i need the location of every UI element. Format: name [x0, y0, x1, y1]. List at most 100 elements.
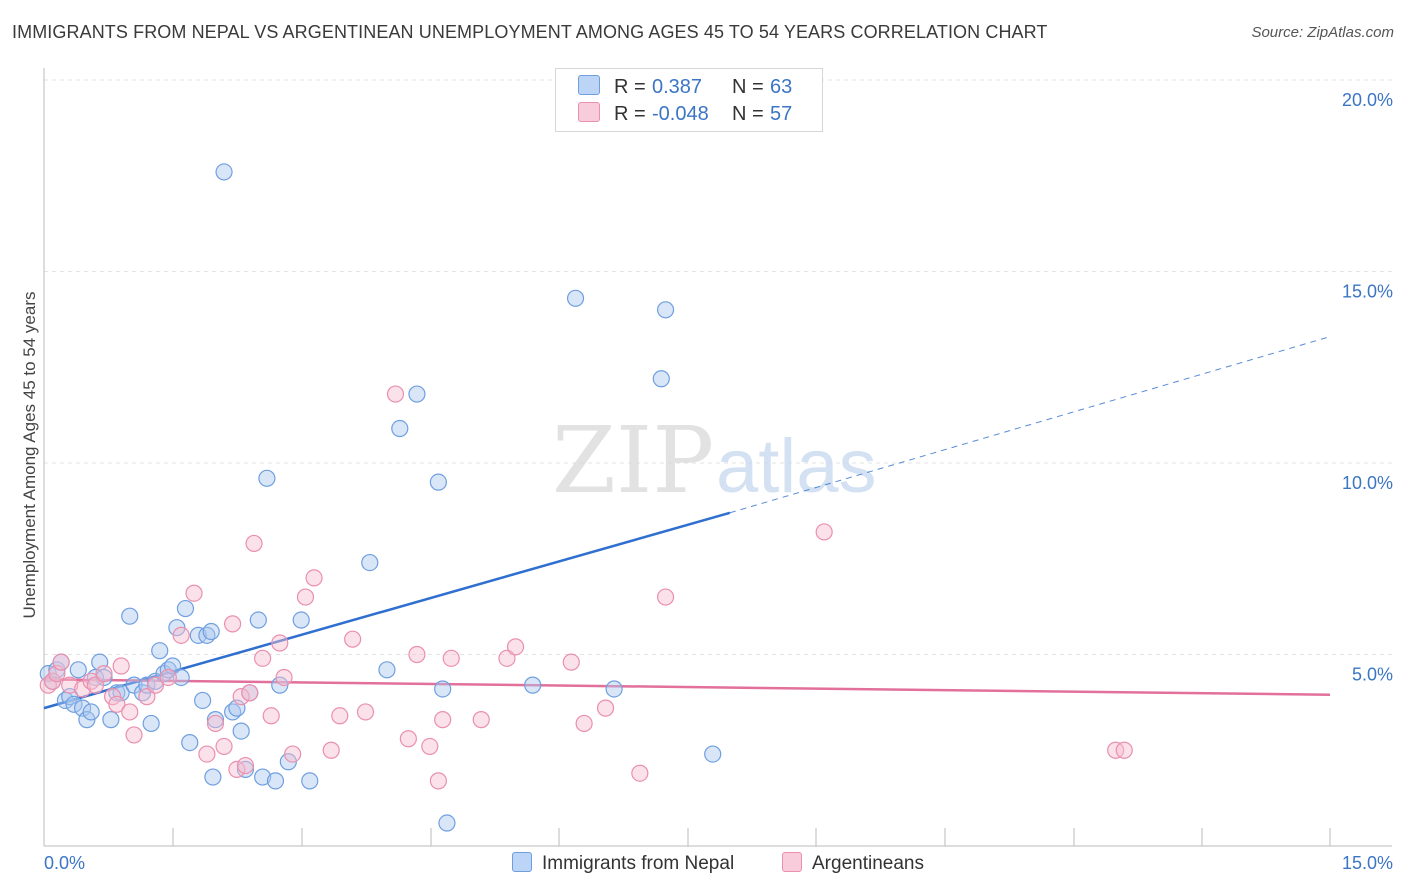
nepal-point: [652, 370, 670, 388]
legend-r-value: -0.048: [652, 103, 709, 125]
nepal-point: [391, 419, 409, 438]
nepal-point: [266, 772, 285, 790]
arg-point: [254, 649, 272, 667]
arg-point: [245, 534, 263, 553]
arg-point: [386, 385, 405, 403]
arg-point: [112, 657, 130, 675]
nepal-point: [566, 289, 585, 307]
arg-point: [331, 707, 349, 725]
arg-point: [434, 711, 452, 729]
arg-point: [421, 737, 439, 756]
arg-point: [224, 615, 242, 633]
arg-point: [399, 730, 417, 748]
watermark-zip: ZIP: [552, 407, 714, 514]
nepal-point: [82, 703, 100, 721]
arg-point: [631, 764, 649, 782]
nepal-point: [172, 668, 190, 687]
arg-legend-label: Argentineans: [812, 853, 924, 874]
arg-point: [159, 668, 177, 687]
arg-point: [656, 588, 675, 606]
nepal-point: [232, 722, 250, 740]
nepal-point: [69, 661, 87, 679]
nepal-point: [656, 301, 675, 319]
chart-title: IMMIGRANTS FROM NEPAL VS ARGENTINEAN UNE…: [12, 22, 1048, 42]
legend-item-arg: Argentineans: [782, 852, 924, 875]
arg-point: [61, 676, 79, 694]
nepal-legend-label: Immigrants from Nepal: [542, 853, 735, 874]
y-tick-label: 15.0%: [1342, 282, 1393, 302]
nepal-point: [204, 768, 222, 786]
x-tick-label: 15.0%: [1342, 853, 1393, 873]
arg-point: [198, 745, 216, 763]
arg-point: [185, 584, 203, 602]
legend-row-arg: R = -0.048 N = 57: [578, 102, 792, 126]
arg-point: [356, 703, 375, 721]
arg-point: [344, 630, 362, 648]
nepal-point: [605, 680, 623, 698]
arg-point: [271, 634, 289, 652]
nepal-point: [65, 695, 83, 713]
nepal-point: [361, 553, 379, 572]
nepal-point: [194, 691, 212, 710]
correlation-legend: R = 0.387 N = 63 R = -0.048 N = 57: [555, 68, 823, 132]
legend-r-label: R =: [614, 76, 646, 98]
legend-n-label: N =: [732, 103, 764, 125]
arg-point: [121, 703, 139, 721]
arg-point: [815, 523, 833, 541]
arg-point: [472, 711, 490, 729]
arg-point: [506, 638, 525, 656]
nepal-point: [429, 473, 447, 491]
nepal-point: [202, 622, 220, 641]
nepal-point: [434, 680, 452, 698]
arg-point: [138, 688, 156, 706]
arg-point: [86, 676, 105, 694]
nepal-point: [704, 745, 722, 763]
arg-point: [146, 676, 165, 694]
nepal-point: [181, 733, 199, 752]
watermark-atlas: atlas: [716, 424, 877, 509]
arg-point: [241, 684, 259, 702]
nepal-point: [176, 599, 195, 618]
arg-point: [262, 707, 280, 725]
y-tick-label: 5.0%: [1352, 665, 1393, 685]
nepal-point: [254, 768, 272, 786]
y-tick-label: 10.0%: [1342, 473, 1393, 493]
arg-point: [206, 714, 225, 733]
nepal-point: [301, 772, 319, 790]
nepal-trend-extension: [729, 336, 1331, 514]
arg-point: [1115, 741, 1133, 759]
arg-trend-line: [43, 678, 1331, 696]
x-tick-label: 0.0%: [44, 853, 85, 873]
arg-point: [232, 688, 250, 706]
arg-point: [498, 649, 516, 667]
legend-row-nepal: R = 0.387 N = 63: [578, 75, 792, 99]
nepal-point: [121, 607, 139, 625]
nepal-point: [408, 385, 426, 403]
nepal-swatch: [578, 75, 600, 95]
arg-point: [442, 649, 460, 667]
arg-point: [228, 760, 246, 779]
arg-point: [95, 665, 113, 683]
nepal-point: [438, 814, 456, 832]
arg-point: [284, 745, 302, 763]
arg-point: [305, 569, 323, 587]
y-tick-label: 20.0%: [1342, 90, 1393, 110]
arg-point: [108, 695, 126, 713]
legend-item-nepal: Immigrants from Nepal: [512, 852, 734, 875]
nepal-point: [151, 642, 169, 660]
nepal-point: [258, 469, 276, 487]
arg-point: [596, 699, 615, 717]
arg-point: [172, 626, 190, 644]
series-legend: Immigrants from Nepal Argentineans: [0, 852, 1406, 876]
arg-point: [408, 645, 426, 664]
nepal-point: [524, 676, 542, 694]
legend-r-label: R =: [614, 103, 646, 125]
nepal-point: [378, 661, 396, 679]
legend-n-label: N =: [732, 76, 764, 98]
nepal-point: [102, 711, 120, 729]
arg-point: [275, 668, 293, 687]
arg-point: [296, 588, 315, 606]
nepal-point: [292, 611, 310, 629]
nepal-point: [215, 163, 233, 181]
